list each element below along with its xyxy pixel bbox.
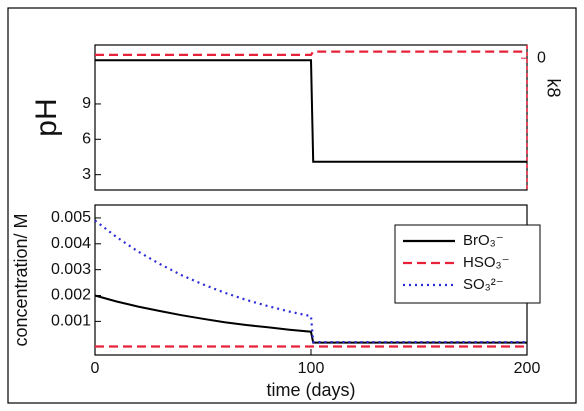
legend-label: BrO₃⁻	[463, 232, 504, 249]
y-tick-label: 0.005	[51, 209, 91, 226]
y-tick-label: 9	[82, 95, 91, 112]
y-tick-label: 3	[82, 166, 91, 183]
y-tick-label: 6	[82, 131, 91, 148]
series-line	[94, 294, 527, 344]
x-tick-label: 200	[514, 360, 541, 377]
y-axis-label: concentration/ M	[11, 213, 31, 346]
y-tick-label: 0.004	[51, 235, 91, 252]
y-tick-label: 0.003	[51, 261, 91, 278]
series-line	[95, 50, 527, 56]
x-tick-label: 100	[298, 360, 325, 377]
y2-tick-label: 0	[537, 49, 546, 66]
y2-axis-label: k8	[543, 78, 563, 97]
x-axis-label: time (days)	[266, 380, 355, 400]
x-tick-label: 0	[91, 360, 100, 377]
series-line	[95, 59, 527, 163]
y-tick-label: 0.001	[51, 313, 91, 330]
frame	[7, 7, 577, 404]
legend-label: HSO₃⁻	[463, 254, 510, 271]
legend-label: SO₃²⁻	[463, 276, 504, 293]
y-tick-label: 0.002	[51, 287, 91, 304]
y-axis-label: pH	[30, 98, 63, 136]
